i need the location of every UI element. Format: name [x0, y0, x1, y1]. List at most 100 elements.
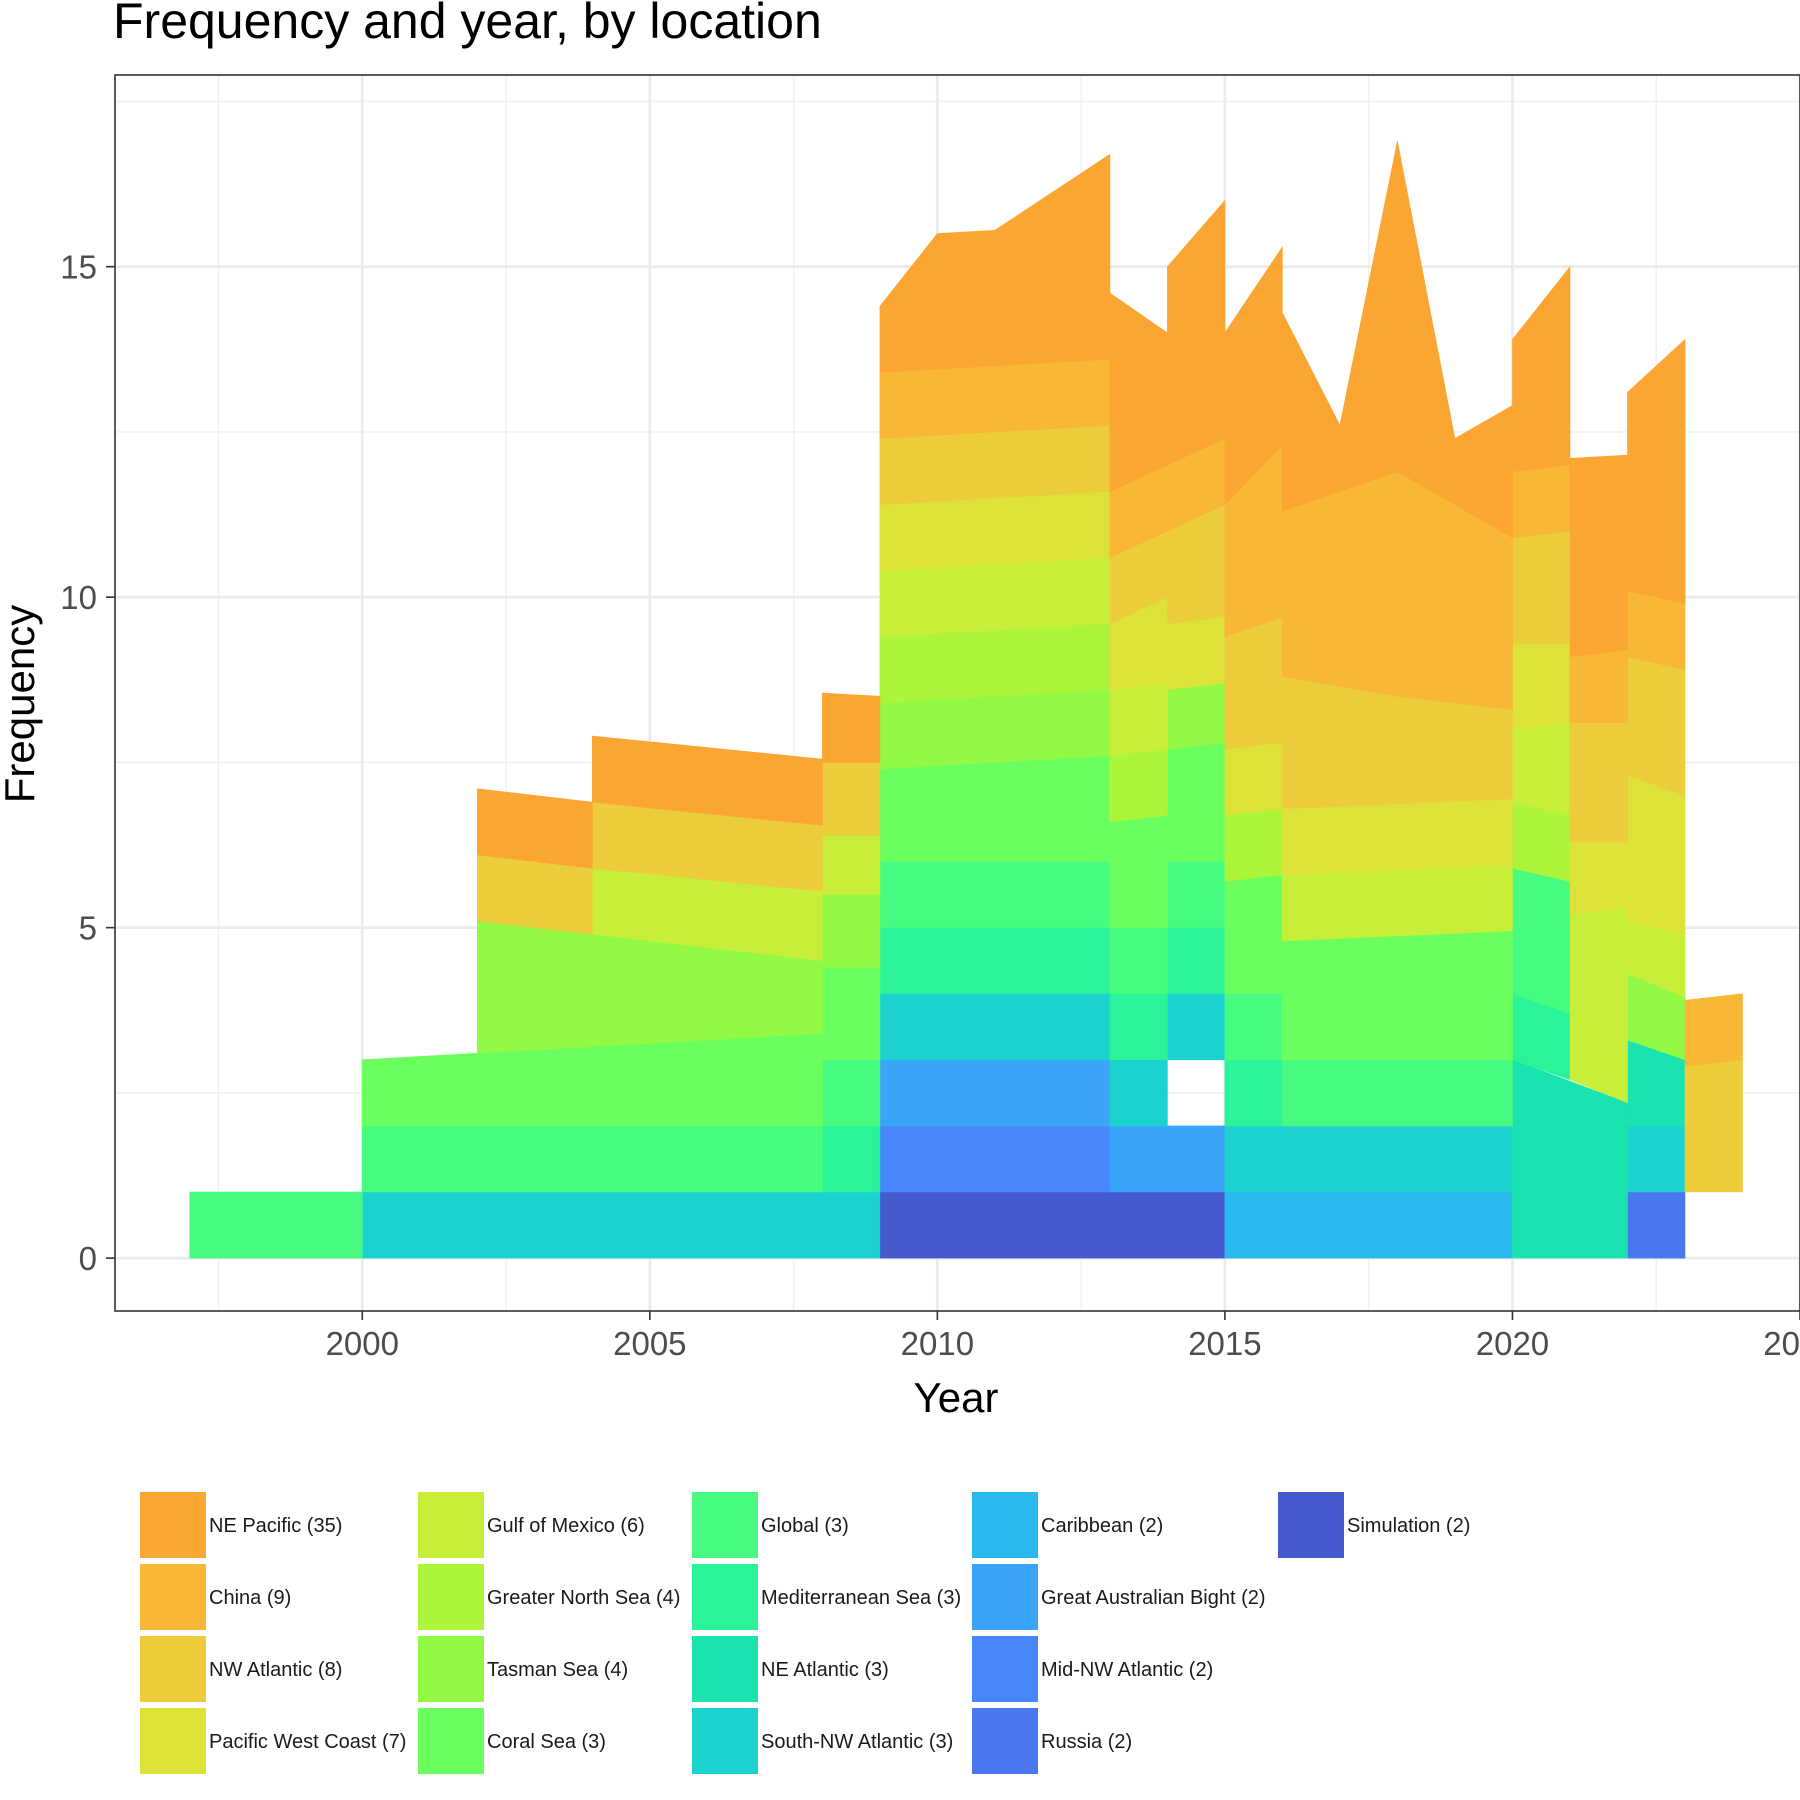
area-band	[1569, 841, 1628, 915]
legend-swatch	[972, 1636, 1038, 1702]
area-band	[1109, 1059, 1168, 1127]
area-band	[361, 1191, 881, 1259]
area-band	[1512, 801, 1571, 882]
area-band	[1569, 722, 1628, 843]
area-band	[1512, 722, 1571, 816]
legend-swatch	[418, 1636, 484, 1702]
legend-item: Coral Sea (3)	[418, 1708, 606, 1774]
legend-swatch	[972, 1492, 1038, 1558]
legend-item: Simulation (2)	[1278, 1492, 1470, 1558]
area-band	[1167, 927, 1226, 995]
legend-swatch	[418, 1492, 484, 1558]
legend-item: NE Pacific (35)	[140, 1492, 342, 1558]
area-band	[879, 358, 1111, 439]
legend-item: Greater North Sea (4)	[418, 1564, 680, 1630]
legend-item: Mid-NW Atlantic (2)	[972, 1636, 1213, 1702]
area-band	[1167, 861, 1226, 928]
legend-item: Global (3)	[692, 1492, 849, 1558]
legend-item: Russia (2)	[972, 1708, 1132, 1774]
area-band	[879, 993, 1111, 1061]
area-band	[822, 966, 881, 1061]
area-band	[1684, 993, 1743, 1067]
legend-label: Great Australian Bight (2)	[1041, 1587, 1266, 1609]
legend-item: NE Atlantic (3)	[692, 1636, 889, 1702]
area-band	[1224, 742, 1283, 816]
area-band	[1512, 530, 1571, 644]
legend-item: NW Atlantic (8)	[140, 1636, 342, 1702]
area-band	[879, 623, 1111, 704]
y-tick-label: 10	[60, 579, 97, 616]
x-tick-label: 2010	[901, 1325, 974, 1362]
axis-ticks: 2000 2005 2010 2015 2020 2025 0 5 10 15	[60, 249, 1800, 1362]
area-band	[476, 788, 593, 869]
legend-label: NE Atlantic (3)	[761, 1659, 889, 1681]
y-tick-label: 5	[79, 910, 97, 947]
area-band	[361, 1125, 823, 1193]
x-tick-label: 2020	[1476, 1325, 1549, 1362]
legend-item: China (9)	[140, 1564, 291, 1630]
area-band	[822, 834, 881, 895]
area-band	[1109, 748, 1168, 823]
legend-label: Caribbean (2)	[1041, 1515, 1163, 1537]
area-band	[1627, 1125, 1686, 1193]
area-band	[1224, 1125, 1513, 1193]
y-tick-label: 0	[79, 1240, 97, 1277]
legend-label: Greater North Sea (4)	[487, 1587, 680, 1609]
plot-border	[114, 74, 1800, 1312]
x-tick-label: 2025	[1763, 1325, 1800, 1362]
x-axis-title: Year	[914, 1374, 999, 1421]
area-band	[822, 1125, 881, 1193]
area-band	[1512, 861, 1571, 1015]
area-band	[1224, 808, 1283, 882]
legend-swatch	[1278, 1492, 1344, 1558]
legend-swatch	[972, 1708, 1038, 1774]
area-band	[476, 854, 593, 935]
area-band	[1627, 656, 1686, 796]
area-band	[822, 762, 881, 836]
legend-label: Mid-NW Atlantic (2)	[1041, 1659, 1213, 1681]
legend-swatch	[692, 1636, 758, 1702]
area-band	[879, 491, 1111, 572]
area-band	[879, 557, 1111, 638]
area-band	[1224, 993, 1283, 1061]
legend-swatch	[692, 1492, 758, 1558]
area-band	[879, 1191, 1226, 1259]
y-tick-label: 15	[60, 249, 97, 286]
area-band	[1627, 1191, 1686, 1259]
legend-swatch	[140, 1636, 206, 1702]
legend-swatch	[140, 1708, 206, 1774]
legend-item: Tasman Sea (4)	[418, 1636, 628, 1702]
legend-item: South-NW Atlantic (3)	[692, 1708, 953, 1774]
area-band	[1167, 616, 1226, 691]
legend-label: NW Atlantic (8)	[209, 1659, 342, 1681]
legend-label: Tasman Sea (4)	[487, 1659, 628, 1681]
legend-swatch	[140, 1564, 206, 1630]
area-band	[879, 1059, 1111, 1127]
area-band	[1282, 930, 1513, 1061]
legend-item: Great Australian Bight (2)	[972, 1564, 1266, 1630]
legend: NE Pacific (35) China (9) NW Atlantic (8) P…	[140, 1492, 1470, 1774]
legend-item: Pacific West Coast (7)	[140, 1708, 406, 1774]
area-band	[1109, 814, 1168, 928]
area-band	[1569, 649, 1628, 724]
legend-label: Gulf of Mexico (6)	[487, 1515, 645, 1537]
area-band	[1109, 927, 1168, 995]
area-band	[1224, 874, 1283, 995]
area-band	[1224, 1191, 1513, 1259]
area-band	[822, 894, 881, 968]
area-band	[879, 424, 1111, 505]
area-band	[1569, 454, 1628, 657]
x-tick-label: 2005	[613, 1325, 686, 1362]
area-band	[1109, 993, 1168, 1061]
legend-swatch	[418, 1708, 484, 1774]
legend-label: NE Pacific (35)	[209, 1515, 342, 1537]
area-band	[879, 927, 1111, 995]
area-series	[189, 141, 1743, 1259]
legend-label: South-NW Atlantic (3)	[761, 1731, 953, 1753]
area-band	[879, 1125, 1111, 1193]
area-band	[591, 735, 823, 826]
legend-label: Coral Sea (3)	[487, 1731, 606, 1753]
area-band	[1627, 338, 1686, 605]
area-band	[1282, 798, 1513, 876]
